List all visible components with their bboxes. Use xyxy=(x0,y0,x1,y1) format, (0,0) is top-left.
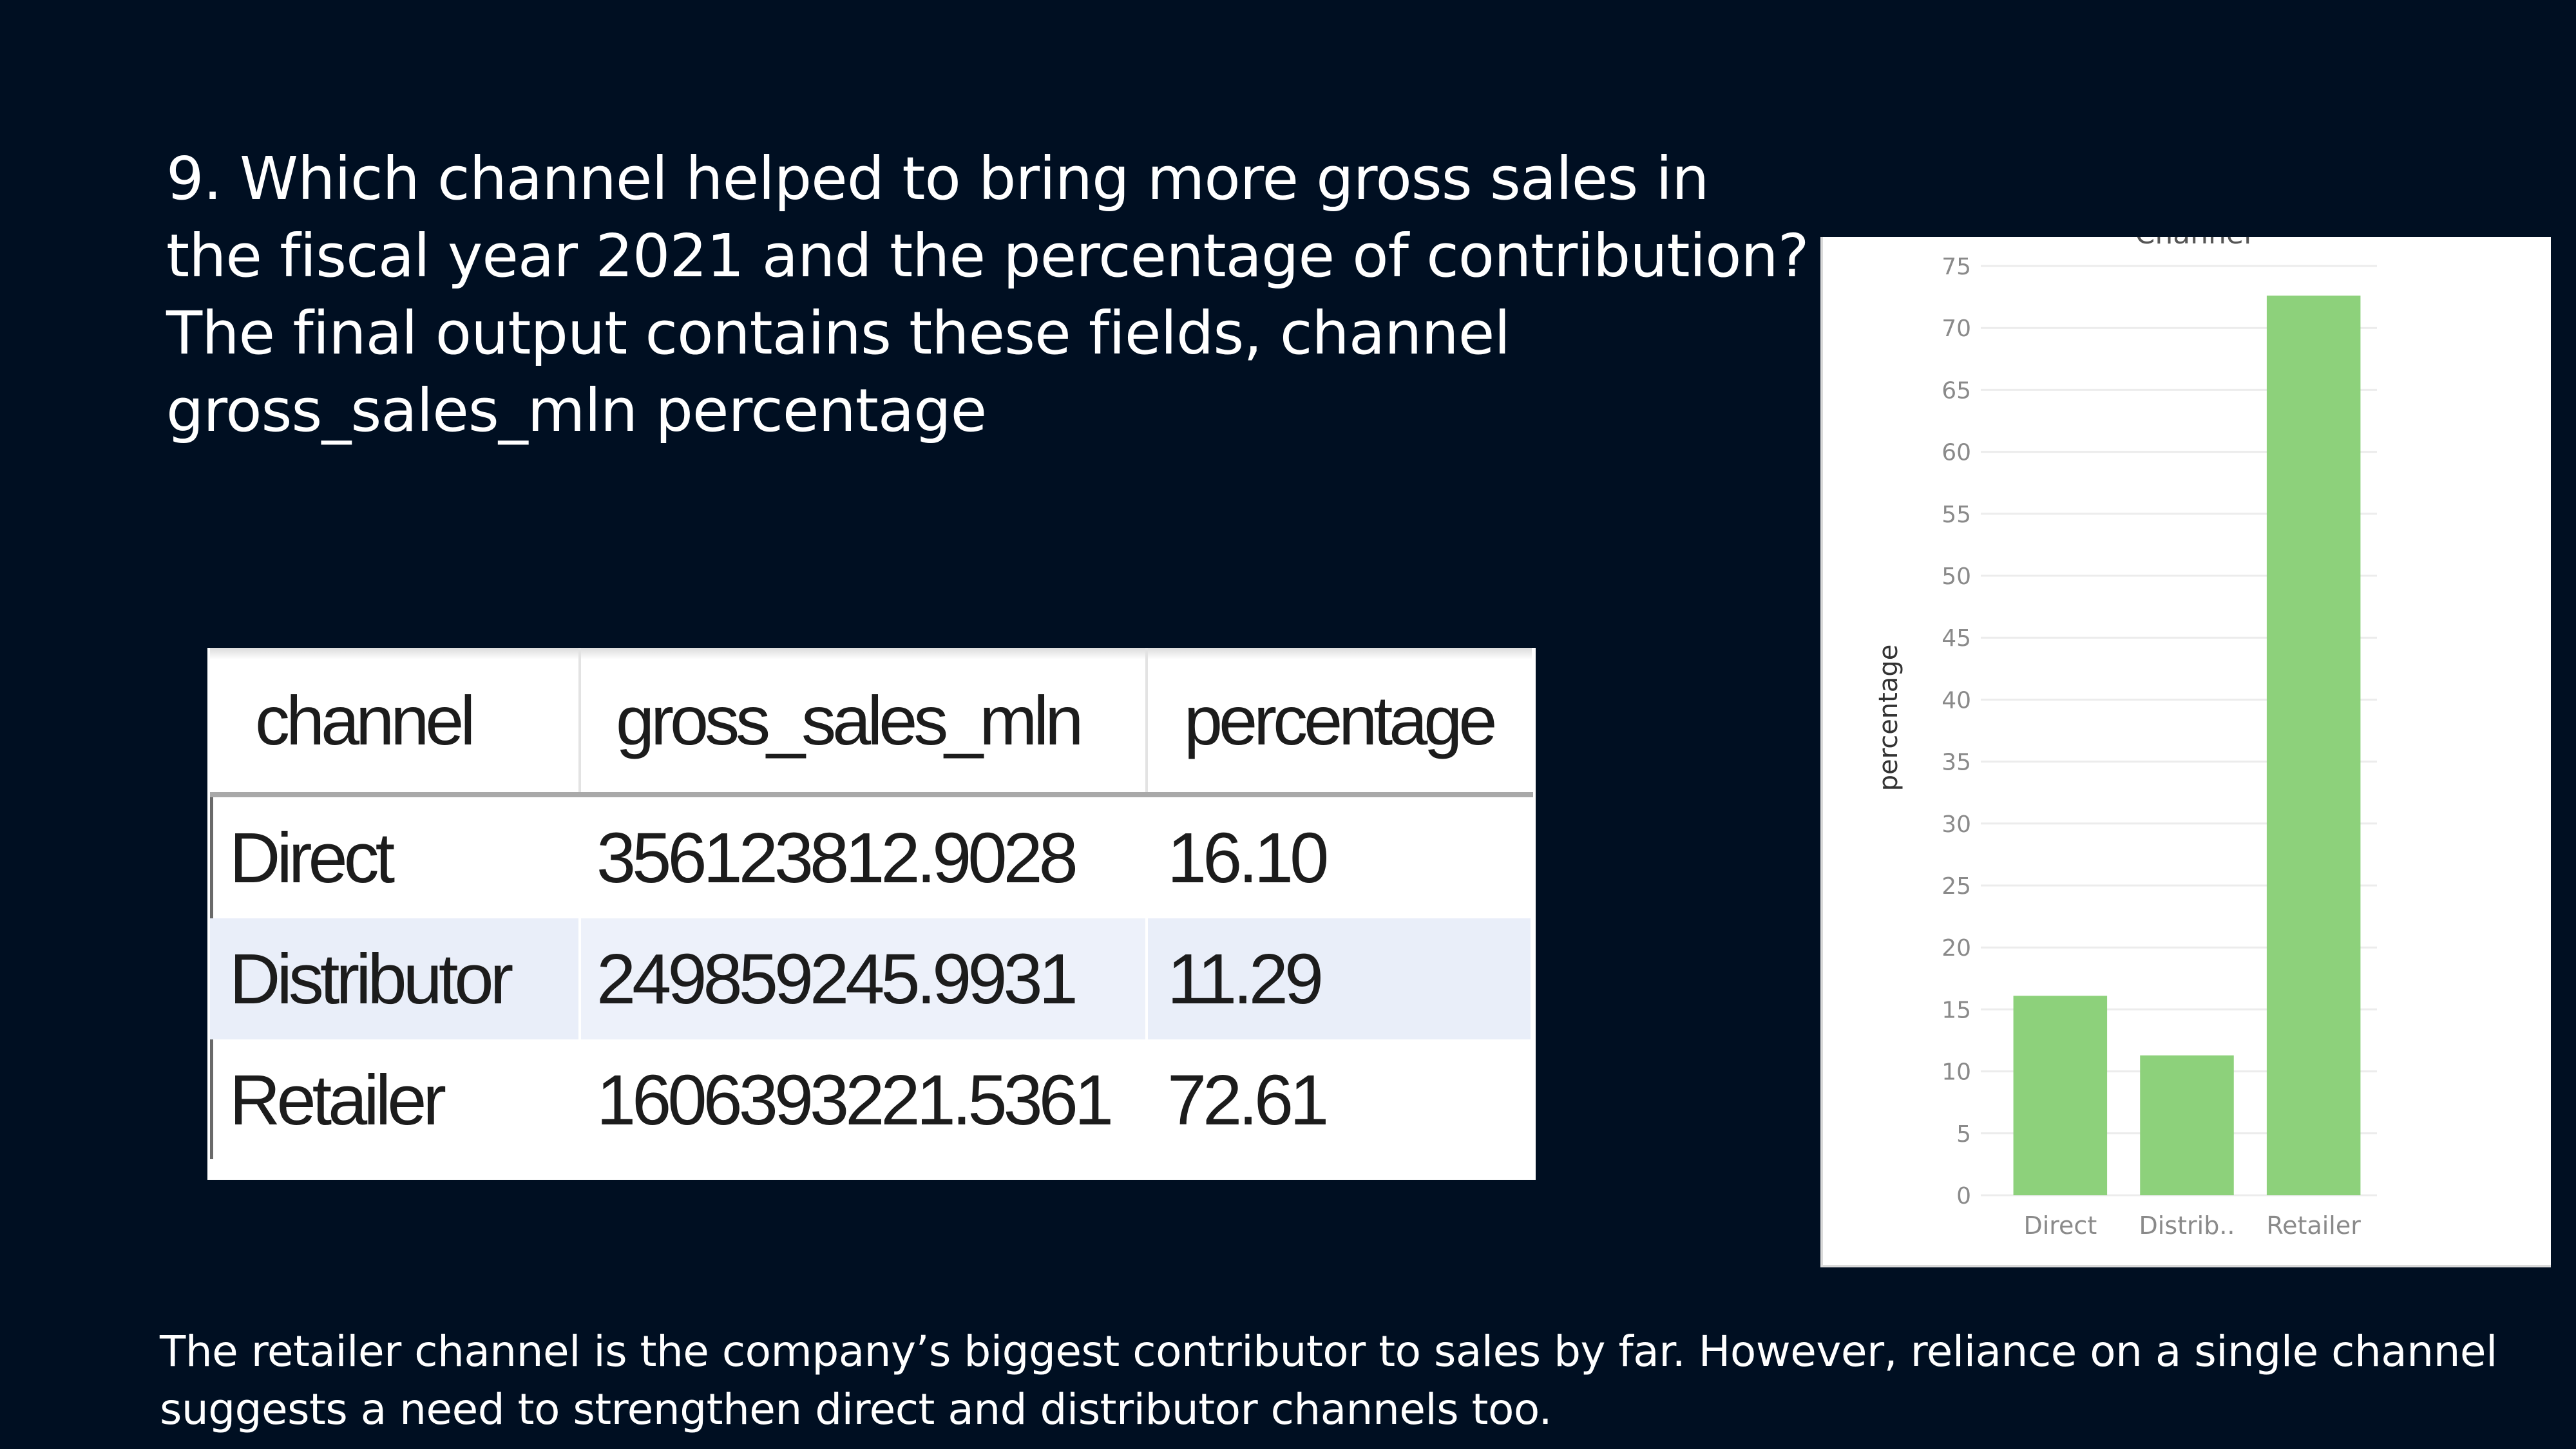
bar-distrib xyxy=(2140,1055,2234,1195)
chart-title: Channel xyxy=(2135,237,2252,251)
table-row: Direct 356123812.9028 16.10 xyxy=(210,795,1533,918)
y-tick-label: 15 xyxy=(1942,997,1971,1023)
cell-channel: Direct xyxy=(210,795,581,918)
y-tick-label: 40 xyxy=(1942,687,1971,714)
cell-channel: Distributor xyxy=(210,918,581,1039)
y-tick-label: 75 xyxy=(1942,254,1971,280)
y-tick-label: 50 xyxy=(1942,564,1971,590)
cell-gross-sales: 1606393221.5361 xyxy=(580,1039,1148,1160)
cell-gross-sales: 249859245.9931 xyxy=(580,918,1148,1039)
table-row: Distributor 249859245.9931 11.29 xyxy=(210,918,1533,1039)
header-channel: channel xyxy=(210,648,581,797)
y-tick-label: 60 xyxy=(1942,440,1971,466)
table-row: Retailer 1606393221.5361 72.61 xyxy=(210,1039,1533,1160)
y-tick-label: 45 xyxy=(1942,625,1971,652)
bar-retailer xyxy=(2266,295,2361,1195)
question-text: 9. Which channel helped to bring more gr… xyxy=(166,144,1809,445)
header-percentage: percentage xyxy=(1147,648,1532,797)
y-tick-label: 5 xyxy=(1956,1121,1971,1148)
x-tick-label: Direct xyxy=(2023,1211,2097,1240)
header-gross-sales: gross_sales_mln xyxy=(580,648,1148,797)
bar-direct xyxy=(2013,996,2108,1195)
y-tick-label: 20 xyxy=(1942,935,1971,961)
result-table: channel gross_sales_mln percentage Direc… xyxy=(210,648,1533,1160)
y-tick-label: 30 xyxy=(1942,811,1971,838)
table-header-row: channel gross_sales_mln percentage xyxy=(210,648,1532,797)
y-tick-label: 55 xyxy=(1942,502,1971,528)
y-tick-label: 0 xyxy=(1956,1183,1971,1209)
y-tick-label: 70 xyxy=(1942,316,1971,342)
conclusion-text: The retailer channel is the company’s bi… xyxy=(160,1327,2497,1434)
cell-gross-sales: 356123812.9028 xyxy=(580,795,1148,918)
cell-percentage: 11.29 xyxy=(1147,918,1533,1039)
bar-chart: Channel 0 5 10 15 20 25 30 35 40 45 50 55 60 65 70 75 per… xyxy=(1874,237,2377,1240)
y-tick-label: 65 xyxy=(1942,377,1971,404)
bar-chart-panel: Channel 0 5 10 15 20 25 30 35 40 45 50 55 60 65 70 75 per… xyxy=(1820,237,2551,1267)
y-axis-label: percentage xyxy=(1874,645,1903,791)
result-table-panel: channel gross_sales_mln percentage Direc… xyxy=(207,648,1536,1180)
x-tick-label: Retailer xyxy=(2266,1211,2361,1240)
cell-channel: Retailer xyxy=(210,1039,581,1160)
x-tick-label: Distrib.. xyxy=(2139,1211,2235,1240)
cell-percentage: 72.61 xyxy=(1147,1039,1533,1160)
y-tick-label: 25 xyxy=(1942,873,1971,900)
y-tick-label: 10 xyxy=(1942,1059,1971,1086)
cell-percentage: 16.10 xyxy=(1147,795,1533,918)
y-tick-label: 35 xyxy=(1942,750,1971,776)
